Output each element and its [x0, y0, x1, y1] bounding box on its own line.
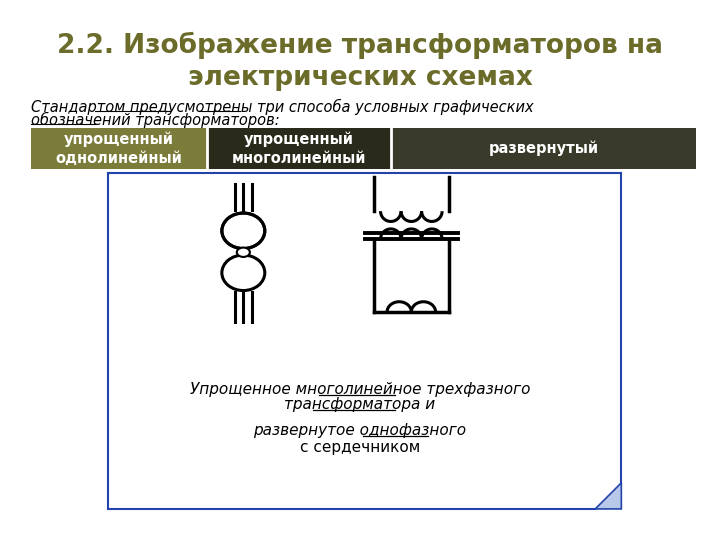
Text: упрощенный
многолинейный: упрощенный многолинейный — [232, 132, 366, 166]
Text: обозначений трансформаторов:: обозначений трансформаторов: — [32, 112, 280, 129]
Text: с сердечником: с сердечником — [300, 440, 420, 455]
Text: Стандартом предусмотрены три способа условных графических: Стандартом предусмотрены три способа усл… — [32, 99, 534, 116]
Text: развернутый: развернутый — [488, 141, 598, 157]
Text: развернутое однофазного: развернутое однофазного — [253, 423, 467, 438]
Polygon shape — [595, 483, 621, 509]
Text: 2.2. Изображение трансформаторов на
электрических схемах: 2.2. Изображение трансформаторов на элек… — [57, 32, 663, 91]
Bar — [207, 128, 391, 169]
Text: Упрощенное многолинейное трехфазного: Упрощенное многолинейное трехфазного — [190, 382, 530, 397]
Ellipse shape — [222, 213, 265, 248]
Ellipse shape — [237, 248, 250, 257]
Ellipse shape — [222, 255, 265, 291]
Bar — [108, 173, 621, 509]
Bar — [391, 128, 696, 169]
Polygon shape — [595, 483, 621, 509]
Text: трансформатора и: трансформатора и — [284, 397, 436, 412]
Text: упрощенный
однолинейный: упрощенный однолинейный — [55, 132, 183, 166]
Bar — [32, 128, 207, 169]
